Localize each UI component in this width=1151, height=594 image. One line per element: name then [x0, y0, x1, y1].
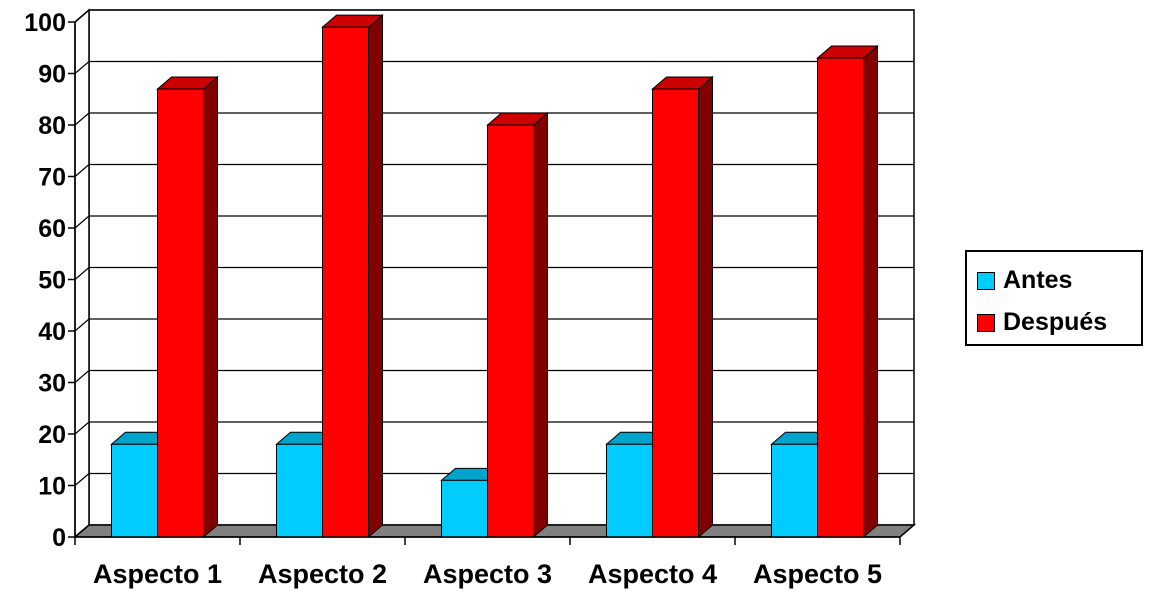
y-tick-label: 30	[38, 370, 66, 398]
bar-front	[771, 443, 818, 538]
y-tick-label: 100	[24, 9, 66, 37]
y-tick-label: 80	[38, 112, 66, 140]
bar-side	[533, 111, 548, 539]
legend-swatch-despues	[977, 313, 995, 332]
bar-side	[698, 75, 713, 539]
axes	[68, 21, 901, 545]
gridline	[74, 112, 914, 126]
gridline	[74, 266, 914, 280]
bar-después-4	[651, 75, 714, 539]
gridline	[74, 421, 914, 435]
y-tick-label: 50	[38, 267, 66, 295]
bar-front	[276, 443, 323, 538]
legend-label-antes: Antes	[1003, 266, 1073, 294]
bar-front	[441, 479, 488, 538]
bar-front	[157, 88, 204, 538]
bar-side	[368, 14, 383, 539]
bar-después-1	[156, 75, 219, 539]
y-tick-label: 60	[38, 215, 66, 243]
y-tick-label: 40	[38, 318, 66, 346]
legend-item-despues: Después	[977, 308, 1107, 337]
gridline	[74, 369, 914, 383]
gridline	[74, 9, 914, 23]
x-tick-label: Aspecto 1	[93, 559, 222, 589]
y-axis-tick-labels: 0 10 20 30 40 50 60 70 80 90 100	[24, 9, 66, 552]
bar-después-3	[486, 111, 549, 539]
x-axis-tick-labels: Aspecto 1 Aspecto 2 Aspecto 3 Aspecto 4 Aspe…	[93, 559, 882, 589]
bar-después-2	[321, 14, 384, 539]
legend-item-antes: Antes	[977, 266, 1072, 295]
y-tick-label: 20	[38, 421, 66, 449]
legend-label-despues: Después	[1003, 308, 1108, 336]
gridline	[74, 60, 914, 74]
x-tick-label: Aspecto 2	[258, 559, 387, 589]
bar-side	[863, 44, 878, 539]
gridline	[74, 163, 914, 177]
bar-front	[487, 124, 534, 538]
bar-front	[322, 26, 369, 538]
x-tick-label: Aspecto 3	[423, 559, 552, 589]
bars	[110, 14, 879, 539]
gridline	[74, 215, 914, 229]
gridlines	[74, 9, 914, 486]
y-tick-label: 10	[38, 473, 66, 501]
bar-después-5	[816, 44, 879, 539]
y-tick-label: 0	[52, 524, 66, 552]
x-tick-label: Aspecto 4	[588, 559, 717, 589]
y-tick-label: 70	[38, 164, 66, 192]
bar-front	[817, 57, 864, 538]
x-tick-label: Aspecto 5	[753, 559, 882, 589]
bar-front	[111, 443, 158, 538]
gridline	[74, 318, 914, 332]
legend-swatch-antes	[977, 271, 995, 290]
bar-front	[652, 88, 699, 538]
y-tick-label: 90	[38, 61, 66, 89]
legend: Antes Después	[965, 250, 1143, 346]
bar-side	[203, 75, 218, 539]
bar-front	[606, 443, 653, 538]
